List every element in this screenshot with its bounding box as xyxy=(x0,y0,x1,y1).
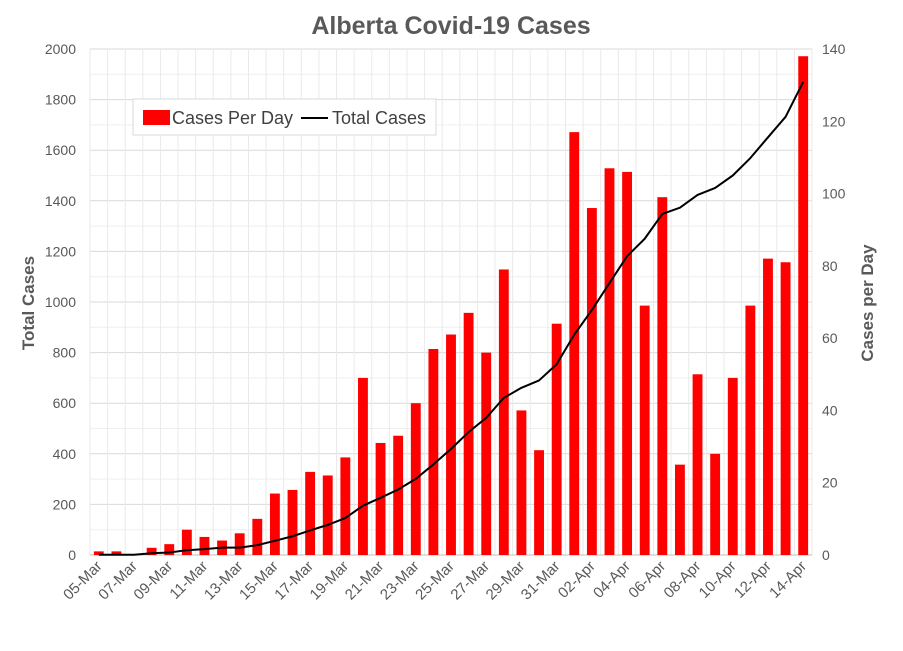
bar-10-Mar xyxy=(181,529,192,555)
bar-31-Mar xyxy=(551,323,562,555)
left-tick-label: 1200 xyxy=(45,243,76,259)
bar-25-Mar xyxy=(446,334,456,555)
left-tick-label: 800 xyxy=(53,345,77,361)
chart-title: Alberta Covid-19 Cases xyxy=(311,12,590,40)
right-tick-label: 20 xyxy=(822,475,838,491)
left-tick-label: 1400 xyxy=(45,193,76,209)
bar-05-Apr xyxy=(639,305,650,555)
bar-03-Apr xyxy=(604,168,615,555)
right-tick-label: 80 xyxy=(822,258,838,274)
right-tick-label: 140 xyxy=(822,41,846,57)
bar-06-Mar xyxy=(111,551,122,555)
left-tick-label: 1600 xyxy=(45,142,76,158)
right-tick-label: 120 xyxy=(822,113,846,129)
right-tick-label: 60 xyxy=(822,330,838,346)
bar-14-Mar xyxy=(252,518,263,555)
bar-21-Mar xyxy=(375,442,386,555)
right-tick-label: 40 xyxy=(822,402,838,418)
legend-label-cases-per-day: Cases Per Day xyxy=(172,108,293,128)
left-tick-label: 2000 xyxy=(45,41,76,57)
bar-28-Mar xyxy=(498,269,509,555)
line-series xyxy=(98,81,805,556)
bar-13-Mar xyxy=(234,533,245,555)
bar-09-Mar xyxy=(164,544,175,555)
bar-08-Apr xyxy=(692,374,703,555)
legend-label-total-cases: Total Cases xyxy=(332,108,426,128)
left-tick-label: 600 xyxy=(53,395,77,411)
legend-box xyxy=(132,98,437,136)
left-axis-ticks: 0 200 400 600 800 1000 1200 1400 1600 1800 2000 xyxy=(45,41,76,563)
right-axis-ticks: 0 20 40 60 80 100 120 140 xyxy=(822,41,846,563)
left-tick-label: 1000 xyxy=(45,294,76,310)
right-tick-label: 100 xyxy=(822,186,846,202)
bar-11-Mar xyxy=(199,536,210,555)
bar-26-Mar xyxy=(463,312,474,555)
bar-16-Mar xyxy=(287,489,298,555)
bar-17-Mar xyxy=(305,471,316,555)
bar-15-Mar xyxy=(269,493,280,555)
bar-24-Mar xyxy=(428,348,439,555)
bar-19-Mar xyxy=(340,457,351,555)
bar-22-Mar xyxy=(393,435,404,555)
left-tick-label: 400 xyxy=(53,446,77,462)
legend: Cases Per Day Total Cases xyxy=(132,98,437,136)
left-tick-label: 1800 xyxy=(45,92,76,108)
bar-12-Apr xyxy=(763,258,773,555)
bar-10-Apr xyxy=(727,377,738,555)
bar-20-Mar xyxy=(358,377,368,555)
right-axis-title: Cases per Day xyxy=(858,244,877,362)
left-tick-label: 0 xyxy=(68,547,76,563)
gridlines xyxy=(89,48,813,556)
bar-13-Apr xyxy=(780,262,791,555)
right-tick-label: 0 xyxy=(822,547,830,563)
bar-14-Apr xyxy=(798,56,809,555)
bar-29-Mar xyxy=(516,410,527,555)
bar-11-Apr xyxy=(745,305,756,555)
legend-swatch-cases-per-day xyxy=(143,110,170,125)
bar-05-Mar xyxy=(93,551,104,555)
bar-02-Apr xyxy=(586,208,597,555)
bar-30-Mar xyxy=(534,450,544,555)
bar-07-Apr xyxy=(674,464,685,555)
total-cases-line xyxy=(98,81,805,556)
bar-09-Apr xyxy=(710,453,721,555)
bar-27-Mar xyxy=(481,352,492,555)
bar-08-Mar xyxy=(146,547,157,555)
bar-series xyxy=(93,56,809,555)
bar-04-Apr xyxy=(622,171,633,555)
left-tick-label: 200 xyxy=(53,496,77,512)
bar-01-Apr xyxy=(569,132,580,555)
left-axis-title: Total Cases xyxy=(19,256,38,350)
bar-06-Apr xyxy=(657,197,668,555)
bar-18-Mar xyxy=(322,475,333,555)
